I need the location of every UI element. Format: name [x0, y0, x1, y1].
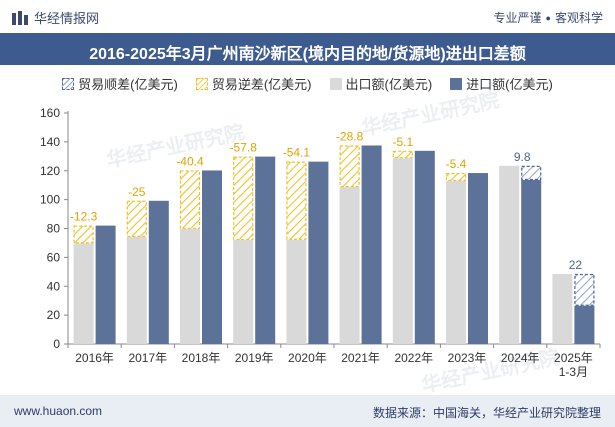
import-bar	[148, 200, 169, 344]
balance-data-label: 22	[569, 258, 583, 272]
deficit-bar	[179, 170, 201, 229]
balance-data-label: 9.8	[514, 150, 531, 164]
import-bar	[468, 173, 488, 344]
balance-data-label: -5.1	[392, 135, 413, 149]
chart-title: 2016-2025年3月广州南沙新区(境内目的地/货源地)进出口差额	[89, 46, 526, 63]
surplus-bar	[574, 273, 595, 306]
brand-logo-icon	[12, 10, 28, 25]
import-bar	[414, 150, 435, 344]
x-tick-label: 2018年	[182, 351, 221, 365]
y-tick-label: 140	[40, 135, 60, 149]
legend-label-import: 进口额(亿美元)	[466, 77, 553, 92]
export-bar	[180, 228, 200, 344]
legend-swatch-surplus	[62, 77, 75, 90]
export-bar	[286, 239, 307, 344]
export-bar	[446, 180, 466, 344]
legend-item-export: 出口额(亿美元)	[329, 74, 433, 93]
chart-bars	[73, 145, 595, 344]
top-bar: 华经情报网 专业严谨 ● 客观科学	[0, 0, 615, 33]
export-bar	[73, 243, 94, 344]
title-bar: 2016-2025年3月广州南沙新区(境内目的地/货源地)进出口差额	[0, 33, 615, 65]
x-tick-label: 2022年	[394, 351, 433, 365]
deficit-bar	[233, 156, 254, 241]
deficit-bar	[339, 145, 360, 188]
balance-data-label: -57.8	[230, 141, 258, 155]
export-bar	[233, 240, 254, 344]
footer-source: 数据来源：中国海关，华经产业研究院整理	[372, 406, 601, 420]
legend-label-export: 出口额(亿美元)	[345, 77, 433, 92]
footer-bar: www.huaon.com 数据来源：中国海关，华经产业研究院整理	[0, 395, 615, 427]
y-tick-label: 60	[47, 250, 61, 264]
export-bar	[339, 187, 360, 344]
y-tick-label: 100	[40, 193, 60, 207]
chart-legend: 贸易顺差(亿美元) 贸易逆差(亿美元) 出口额(亿美元) 进口额(亿美元)	[0, 74, 615, 93]
tagline: 专业严谨 ● 客观科学	[494, 9, 603, 26]
legend-swatch-deficit	[195, 77, 208, 90]
footer-website[interactable]: www.huaon.com	[14, 404, 103, 418]
tagline-right: 客观科学	[554, 11, 603, 25]
chart-labels: -12.3 -25 -40.4 -57.8 -54.1 -28.8 -5.1 -5.4 9.8 2…	[70, 129, 582, 271]
deficit-bar	[126, 200, 147, 237]
deficit-bar	[73, 225, 94, 244]
y-tick-label: 120	[40, 164, 60, 178]
y-tick-label: 0	[53, 337, 60, 351]
x-tick-label: 2016年	[75, 351, 114, 365]
legend-label-deficit: 贸易逆差(亿美元)	[211, 77, 312, 92]
chart-axes: 0 20 40 60 80 100 120 140 160 2016年 2017年 2018年 2019…	[40, 106, 601, 379]
import-bar	[308, 161, 329, 344]
brand: 华经情报网	[12, 8, 99, 27]
import-bar	[521, 179, 542, 344]
import-bar	[361, 145, 382, 344]
legend-swatch-export	[329, 77, 342, 90]
legend-swatch-import	[450, 77, 463, 90]
export-bar	[126, 236, 147, 344]
balance-data-label: -28.8	[336, 129, 364, 143]
deficit-bar	[445, 172, 467, 181]
y-tick-label: 20	[47, 308, 61, 322]
surplus-bar	[521, 165, 542, 181]
chart-svg: 0 20 40 60 80 100 120 140 160 2016年 2017年 2018年 2019…	[40, 106, 601, 379]
import-bar	[255, 156, 276, 344]
x-tick-label: 2025年 1-3月	[554, 351, 593, 379]
x-tick-label: 2021年	[341, 351, 380, 365]
x-tick-label: 2019年	[235, 351, 274, 365]
x-tick-label: 2020年	[288, 351, 327, 365]
balance-data-label: -40.4	[176, 154, 204, 168]
deficit-bar	[392, 150, 413, 159]
import-bar	[574, 305, 595, 344]
balance-data-label: -54.1	[283, 146, 311, 160]
y-tick-label: 80	[47, 222, 61, 236]
legend-label-surplus: 贸易顺差(亿美元)	[78, 77, 178, 92]
balance-data-label: -5.4	[446, 157, 467, 171]
export-bar	[392, 158, 413, 344]
y-tick-label: 40	[47, 279, 61, 293]
tagline-left: 专业严谨	[493, 11, 542, 25]
y-tick-label: 160	[40, 106, 60, 120]
balance-data-label: -25	[128, 185, 146, 199]
import-bar	[202, 170, 222, 344]
deficit-bar	[286, 161, 307, 240]
export-bar	[552, 273, 573, 344]
export-bar	[499, 165, 520, 344]
balance-data-label: -12.3	[70, 210, 98, 224]
separator-dot-icon: ●	[545, 12, 551, 23]
x-tick-label: 2024年	[501, 351, 540, 365]
brand-name: 华经情报网	[34, 11, 100, 26]
x-tick-label: 2017年	[128, 351, 167, 365]
import-bar	[95, 225, 116, 344]
legend-item-import: 进口额(亿美元)	[450, 74, 553, 93]
legend-item-deficit: 贸易逆差(亿美元)	[195, 74, 312, 93]
x-tick-label: 2023年	[448, 351, 487, 365]
legend-item-surplus: 贸易顺差(亿美元)	[62, 74, 178, 93]
